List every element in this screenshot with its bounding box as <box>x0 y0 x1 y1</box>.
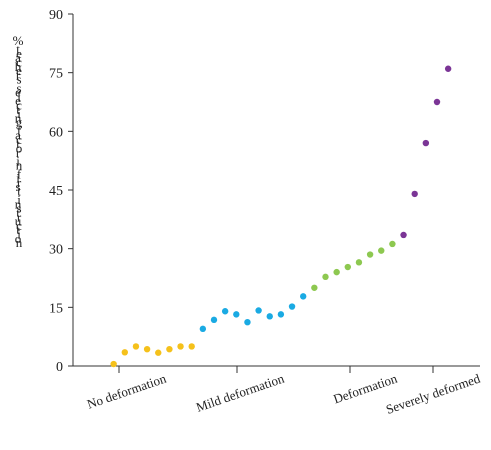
data-point <box>311 284 318 291</box>
y-label-char: r <box>16 145 21 160</box>
y-label-char: i <box>17 192 21 207</box>
y-tick-label: 15 <box>49 301 63 316</box>
y-label-char: t <box>16 222 20 237</box>
data-point <box>378 247 385 254</box>
y-label-char: a <box>15 50 21 65</box>
y-label-char: i <box>16 153 20 168</box>
y-label-char: f <box>17 123 22 138</box>
y-label-char: r <box>17 209 22 224</box>
y-tick-label: 30 <box>49 243 63 258</box>
y-label-char: i <box>17 227 21 242</box>
y-label-char: s <box>16 72 21 87</box>
y-label-char: n <box>16 235 23 250</box>
data-point <box>322 273 329 281</box>
y-tick-label: 75 <box>49 67 63 82</box>
y-label-char: e <box>15 93 21 108</box>
y-label-char: t <box>16 205 20 220</box>
x-category-label: Severely deformed <box>384 370 483 416</box>
x-category-label: Mild deformation <box>194 370 286 414</box>
y-label-char: t <box>17 184 21 199</box>
data-point <box>221 308 229 315</box>
data-point <box>288 303 296 310</box>
y-label-char: n <box>15 196 22 211</box>
y-label-char: n <box>15 110 22 125</box>
y-label-char: a <box>15 128 21 143</box>
data-point <box>143 345 151 353</box>
data-point <box>389 240 396 248</box>
data-point <box>244 318 251 326</box>
y-label-char: r <box>16 67 21 82</box>
y-label-char: g <box>16 115 23 130</box>
x-category-label: No deformation <box>85 370 169 411</box>
data-point <box>333 268 340 276</box>
data-point <box>300 293 307 300</box>
y-tick-label: 0 <box>56 360 63 375</box>
y-label-char: e <box>15 85 21 100</box>
y-axis-label: %teachersselectingfactorinfirstinstructi… <box>13 33 24 250</box>
y-label-char: l <box>17 89 21 104</box>
y-tick-label: 60 <box>49 125 63 140</box>
data-point <box>422 139 430 147</box>
y-label-char: o <box>16 141 23 156</box>
y-label-char: f <box>17 166 22 181</box>
data-point <box>210 316 218 324</box>
data-point <box>411 190 418 198</box>
y-label-char: s <box>16 201 21 216</box>
data-point <box>155 349 162 356</box>
y-tick-label: 90 <box>49 8 63 23</box>
y-tick-label: 45 <box>49 184 63 199</box>
data-point <box>177 343 184 350</box>
y-label-char: c <box>16 55 22 70</box>
y-label-char: n <box>16 158 23 173</box>
y-label-char: % <box>13 33 24 48</box>
y-label-char: e <box>16 63 22 78</box>
y-label-char: c <box>16 98 22 113</box>
data-point <box>366 251 374 258</box>
data-point <box>277 311 285 318</box>
data-point <box>199 325 207 333</box>
data-point <box>110 360 117 368</box>
data-point <box>166 345 173 353</box>
y-label-char: r <box>17 175 22 190</box>
y-label-char: h <box>15 59 22 74</box>
data-point <box>400 231 407 239</box>
data-point <box>188 343 195 350</box>
y-label-char: s <box>15 179 20 194</box>
data-point <box>233 311 240 318</box>
y-label-char: s <box>16 80 21 95</box>
y-label-char: c <box>16 218 22 233</box>
y-label-char: t <box>16 102 20 117</box>
data-point <box>132 343 140 350</box>
data-point <box>355 259 363 266</box>
data-point <box>433 98 441 106</box>
data-point <box>121 349 128 356</box>
axes <box>72 14 480 367</box>
data-point <box>255 307 262 314</box>
y-label-char: o <box>15 231 22 246</box>
y-label-char: c <box>16 132 22 147</box>
data-point <box>266 313 273 320</box>
x-ticks: No deformation Mild deformation Deformatio… <box>85 366 483 417</box>
y-ticks: 0 15 30 45 60 75 90 <box>49 8 73 375</box>
y-label-char: i <box>16 171 20 186</box>
data-points <box>110 65 452 368</box>
data-point <box>344 263 351 271</box>
y-label-char: e <box>16 46 22 61</box>
y-label-char: t <box>16 42 20 57</box>
y-label-char: u <box>15 214 22 229</box>
y-label-char: t <box>16 136 20 151</box>
y-label-char: i <box>17 106 21 121</box>
data-point <box>444 65 452 72</box>
